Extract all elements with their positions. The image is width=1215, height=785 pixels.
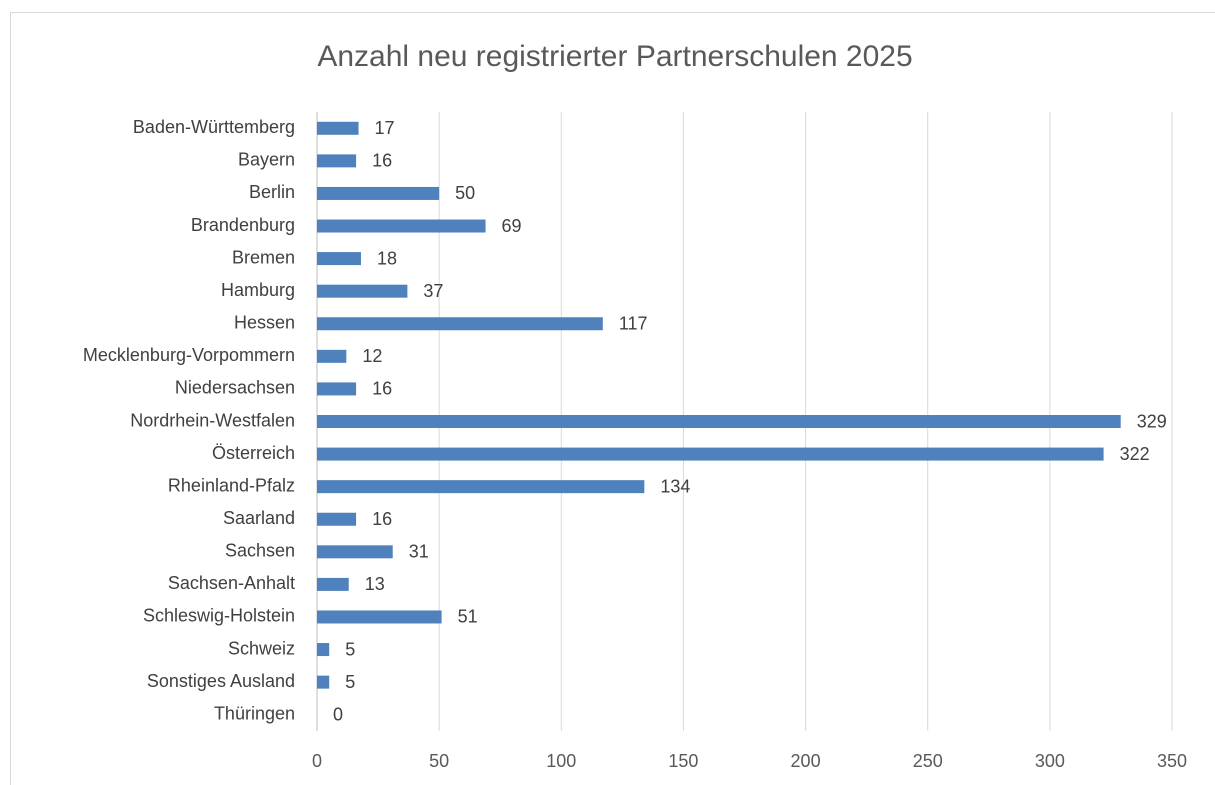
bar xyxy=(317,349,347,363)
data-label: 0 xyxy=(333,704,343,724)
y-tick-label: Baden-Württemberg xyxy=(133,117,295,137)
x-tick-label: 350 xyxy=(1157,751,1187,771)
y-tick-label: Sonstiges Ausland xyxy=(147,671,295,691)
y-tick-label: Sachsen-Anhalt xyxy=(168,573,295,593)
data-label: 69 xyxy=(502,216,522,236)
bar xyxy=(317,545,393,559)
bar xyxy=(317,512,357,526)
data-label: 18 xyxy=(377,248,397,268)
chart-title: Anzahl neu registrierter Partnerschulen … xyxy=(317,40,912,73)
data-label: 134 xyxy=(660,476,690,496)
bar xyxy=(317,252,361,266)
y-tick-label: Bayern xyxy=(238,150,295,170)
x-tick-label: 150 xyxy=(668,751,698,771)
bar xyxy=(317,121,359,135)
data-label: 37 xyxy=(423,281,443,301)
y-tick-label: Hamburg xyxy=(221,280,295,300)
x-tick-label: 100 xyxy=(546,751,576,771)
y-tick-label: Mecklenburg-Vorpommern xyxy=(83,345,295,365)
y-tick-label: Niedersachsen xyxy=(175,378,295,398)
bar xyxy=(317,415,1121,428)
x-tick-label: 50 xyxy=(429,751,449,771)
bar xyxy=(317,219,486,233)
bar xyxy=(317,643,330,657)
data-label: 16 xyxy=(372,509,392,529)
data-label: 322 xyxy=(1120,444,1150,464)
bar xyxy=(317,382,357,396)
data-label: 329 xyxy=(1137,411,1167,431)
data-label: 5 xyxy=(345,672,355,692)
y-tick-label: Sachsen xyxy=(225,541,295,561)
bar xyxy=(317,447,1104,461)
bar xyxy=(317,577,349,591)
x-tick-label: 300 xyxy=(1035,751,1065,771)
bar xyxy=(317,480,645,494)
chart-frame xyxy=(10,12,1215,785)
data-label: 12 xyxy=(362,346,382,366)
y-tick-label: Thüringen xyxy=(214,703,295,723)
x-tick-label: 200 xyxy=(791,751,821,771)
y-tick-label: Nordrhein-Westfalen xyxy=(130,410,295,430)
data-label: 51 xyxy=(458,607,478,627)
bar xyxy=(317,154,357,168)
y-tick-label: Berlin xyxy=(249,182,295,202)
data-label: 50 xyxy=(455,183,475,203)
data-label: 16 xyxy=(372,151,392,171)
bar xyxy=(317,186,440,200)
y-tick-label: Österreich xyxy=(212,443,295,463)
y-tick-label: Rheinland-Pfalz xyxy=(168,475,295,495)
x-tick-label: 0 xyxy=(312,751,322,771)
data-label: 5 xyxy=(345,639,355,659)
data-label: 16 xyxy=(372,379,392,399)
bar xyxy=(317,610,442,624)
bar xyxy=(317,284,408,298)
y-tick-label: Schleswig-Holstein xyxy=(143,606,295,626)
data-label: 17 xyxy=(375,118,395,138)
y-tick-label: Saarland xyxy=(223,508,295,528)
data-label: 31 xyxy=(409,542,429,562)
bar xyxy=(317,317,603,331)
bar xyxy=(317,675,330,689)
x-tick-label: 250 xyxy=(913,751,943,771)
y-tick-label: Schweiz xyxy=(228,638,295,658)
y-tick-label: Brandenburg xyxy=(191,215,295,235)
data-label: 13 xyxy=(365,574,385,594)
data-label: 117 xyxy=(619,314,648,334)
y-tick-label: Bremen xyxy=(232,247,295,267)
y-tick-label: Hessen xyxy=(234,313,295,333)
